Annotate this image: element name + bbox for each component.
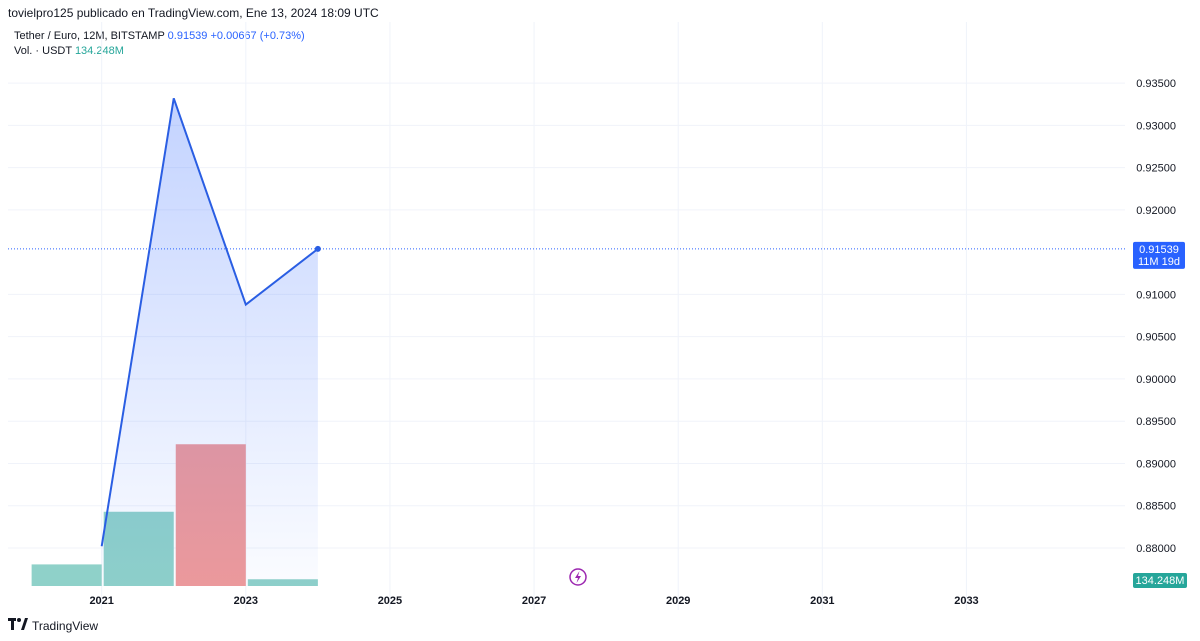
y-tick-label: 0.90500 (1136, 332, 1176, 344)
y-tick-label: 0.93000 (1136, 120, 1176, 132)
x-tick-label: 2029 (666, 595, 690, 607)
last-price-point (314, 245, 321, 252)
volume-info: Vol. · USDT 134.248M (14, 45, 124, 57)
x-tick-label: 2021 (89, 595, 113, 607)
volume-bar (31, 564, 102, 586)
y-tick-label: 0.90000 (1136, 374, 1176, 386)
volume-tag: 134.248M (1133, 573, 1187, 588)
volume-value: 134.248M (74, 45, 124, 57)
publisher-line: tovielpro125 publicado en TradingView.co… (8, 6, 379, 20)
x-axis: 2021 2023 2025 2027 2029 2031 2033 (89, 595, 978, 607)
y-tick-label: 0.89500 (1136, 416, 1176, 428)
x-tick-label: 2031 (810, 595, 834, 607)
x-tick-label: 2027 (522, 595, 546, 607)
y-tick-label: 0.89000 (1136, 458, 1176, 470)
y-tick-label: 0.93500 (1136, 78, 1176, 90)
price-tag-price: 0.91539 (1139, 244, 1179, 256)
y-tick-label: 0.88000 (1136, 543, 1176, 555)
price-tag-countdown: 11M 19d (1138, 256, 1180, 268)
volume-label: Vol. · USDT (14, 45, 72, 57)
symbol-name: Tether / Euro, 12M, BITSTAMP (14, 30, 165, 42)
y-tick-label: 0.92500 (1136, 163, 1176, 175)
tradingview-logo-icon (8, 618, 28, 633)
y-tick-label: 0.91000 (1136, 289, 1176, 301)
y-tick-label: 0.92000 (1136, 205, 1176, 217)
lightning-icon[interactable] (569, 568, 587, 586)
footer-brand[interactable]: TradingView (8, 618, 98, 633)
footer-brand-label: TradingView (32, 618, 99, 633)
symbol-info: Tether / Euro, 12M, BITSTAMP 0.91539 +0.… (14, 30, 305, 42)
symbol-price: 0.91539 (167, 30, 208, 42)
symbol-change: +0.00667 (+0.73%) (210, 30, 305, 42)
x-tick-label: 2025 (378, 595, 402, 607)
y-tick-label: 0.88500 (1136, 501, 1176, 513)
volume-tag-value: 134.248M (1136, 575, 1185, 587)
x-tick-label: 2023 (234, 595, 258, 607)
price-line (100, 98, 319, 547)
price-tag: 0.91539 11M 19d (1133, 241, 1185, 269)
y-axis: 0.93500 0.93000 0.92500 0.92000 0.91000 0.905… (1136, 78, 1176, 555)
x-tick-label: 2033 (954, 595, 978, 607)
price-area-fill (101, 98, 318, 587)
